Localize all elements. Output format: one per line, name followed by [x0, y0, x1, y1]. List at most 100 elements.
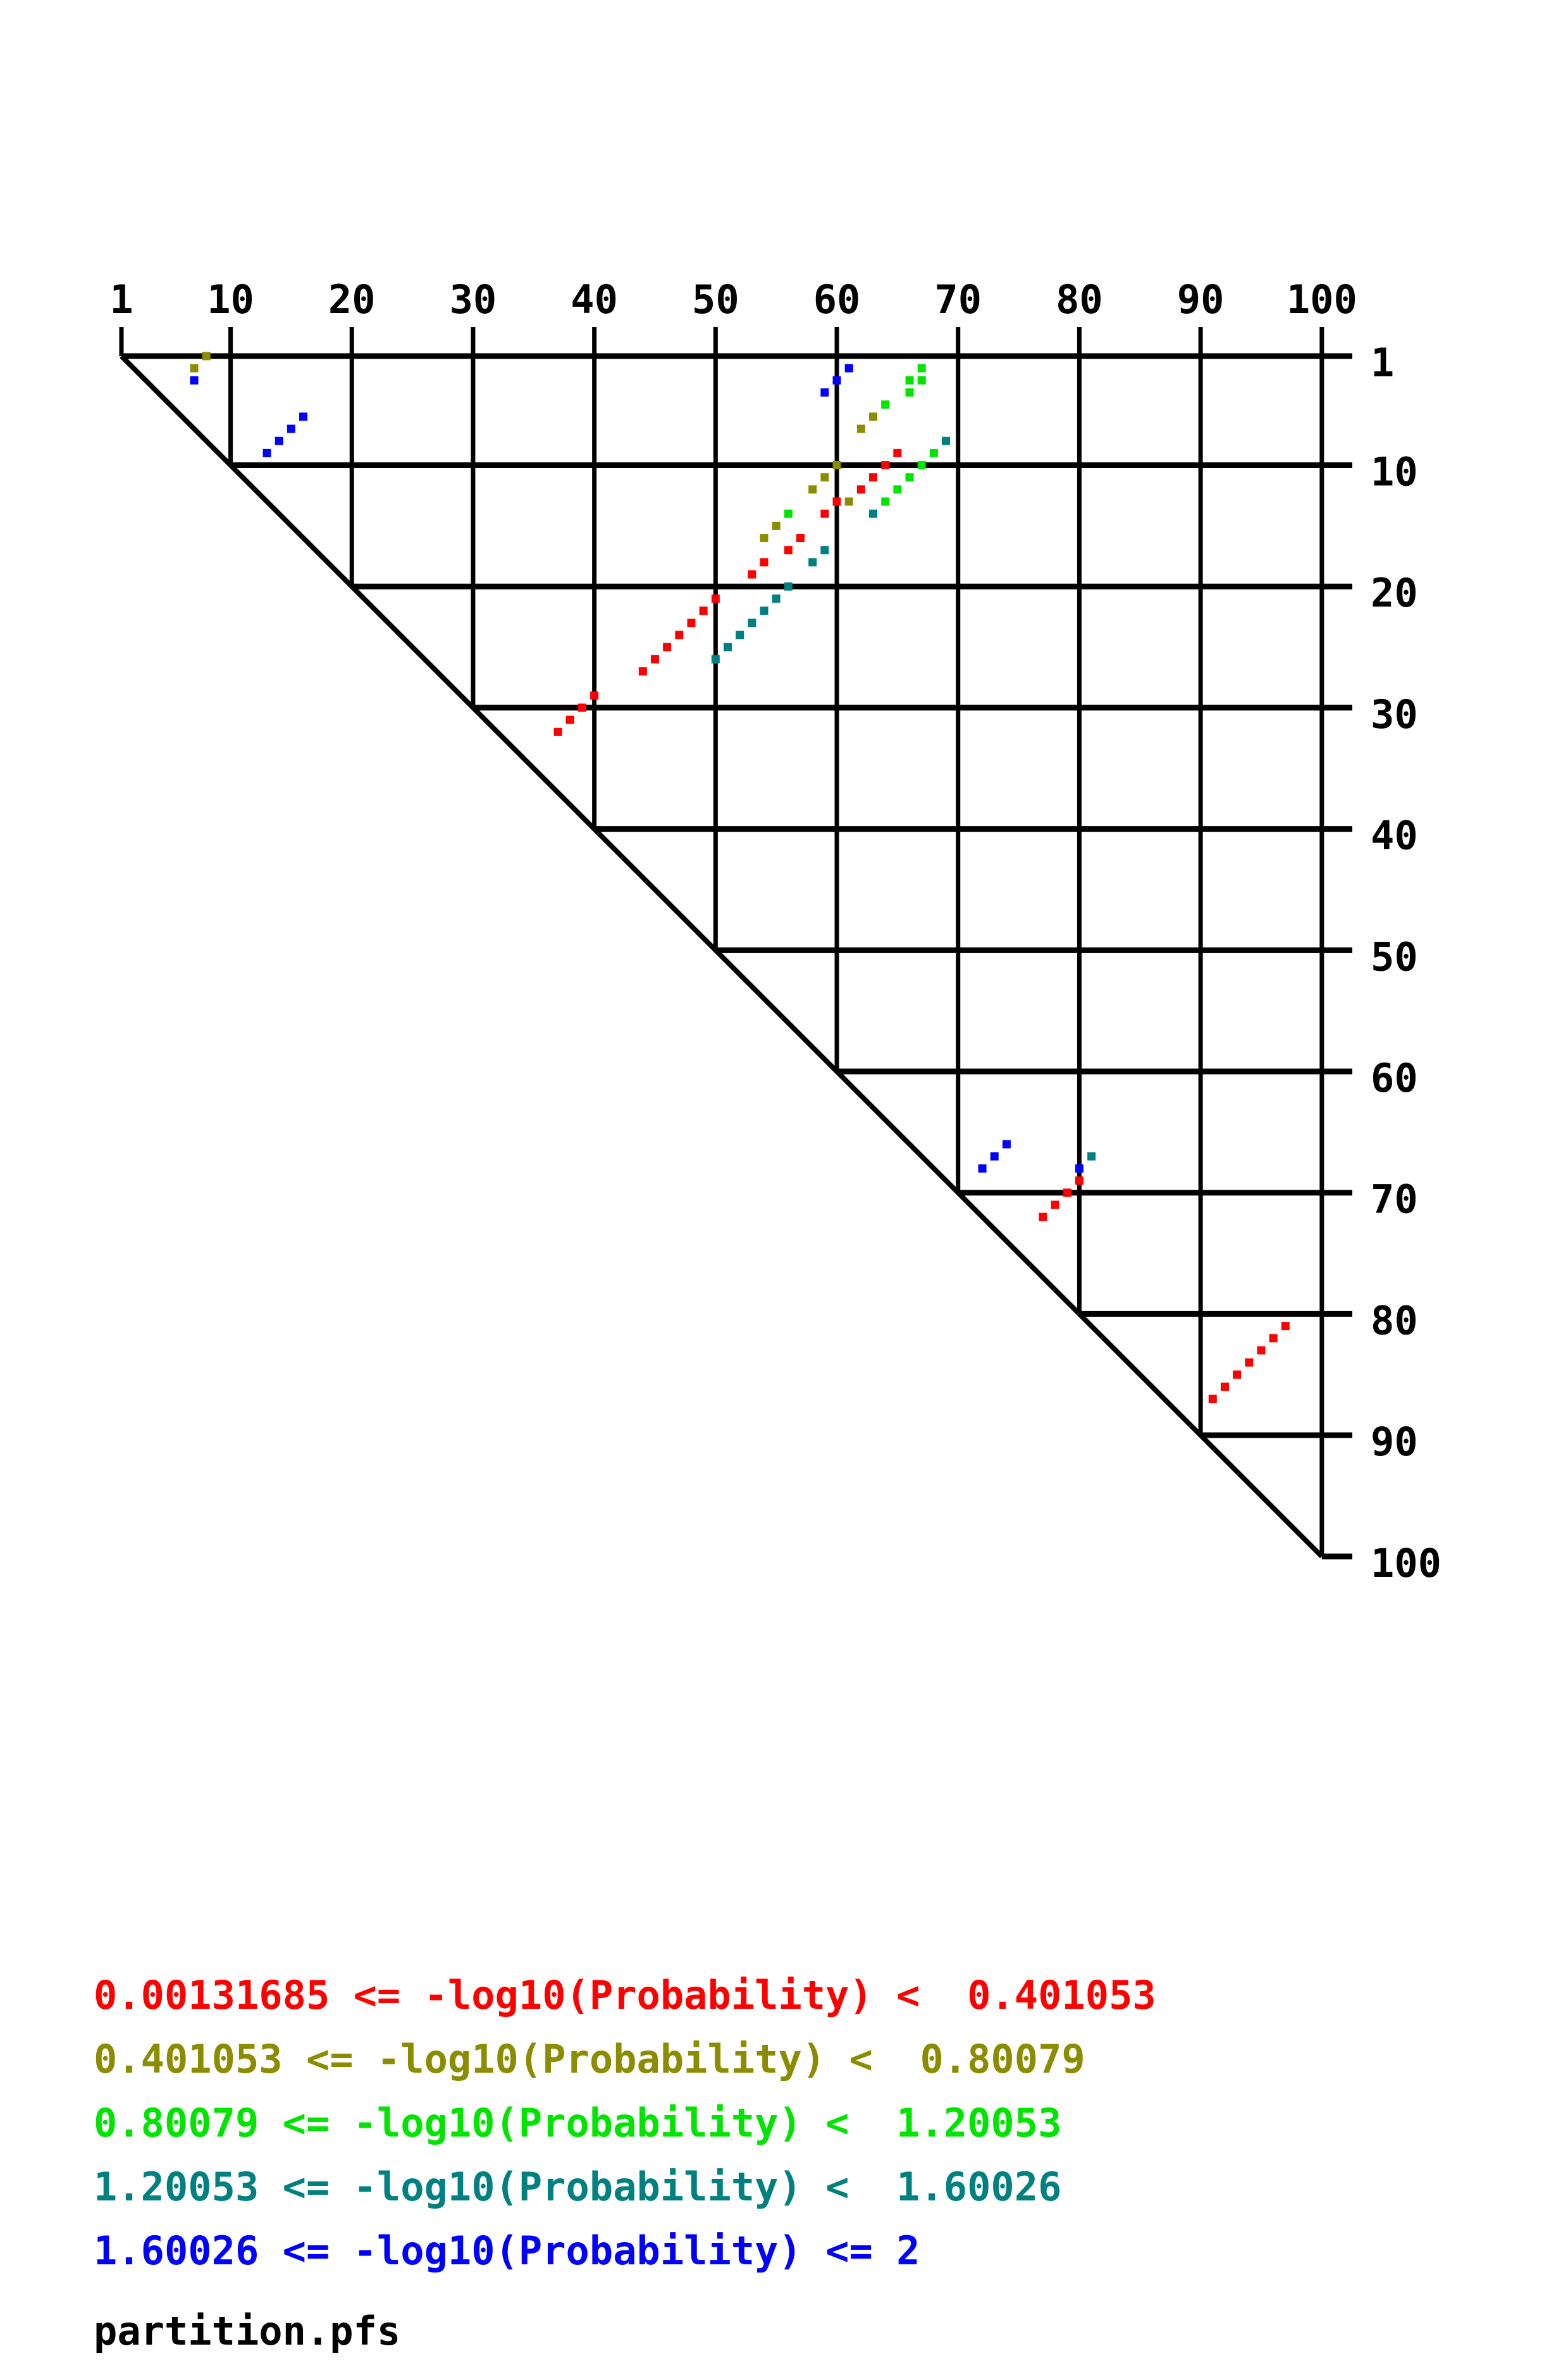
dot-red-80-69: [1075, 1176, 1083, 1185]
dot-red-47-24: [675, 631, 684, 639]
dot-teal-59-17: [820, 546, 829, 555]
x-tick-label-100: 100: [1287, 276, 1357, 323]
x-tick-label-20: 20: [328, 276, 376, 323]
x-axis-labels: 1 10 20 30 40 50 60 70 80 90 100: [109, 276, 1357, 323]
dot-teal-55-21: [772, 594, 781, 603]
dot-olive-62-7: [856, 424, 865, 433]
dot-red-93-85: [1233, 1370, 1242, 1379]
dot-plot: 1 10 20 30 40 50 60 70 80 90 100110203040506070809…: [109, 276, 1441, 1586]
dot-red-62-12: [856, 485, 865, 494]
dot-red-54-18: [760, 558, 769, 567]
y-tick-label-40: 40: [1371, 813, 1418, 859]
x-tick-label-60: 60: [813, 276, 861, 323]
x-tick-label-10: 10: [207, 276, 254, 323]
x-tick-label-40: 40: [571, 276, 618, 323]
dot-green-67-10: [917, 461, 926, 470]
dot-blue-74-66: [1002, 1140, 1011, 1149]
dot-teal-58-18: [808, 558, 817, 567]
dot-red-94-84: [1245, 1358, 1254, 1367]
dot-red-97-81: [1281, 1322, 1290, 1331]
dot-teal-53-23: [748, 619, 756, 627]
dot-red-63-11: [869, 473, 878, 482]
dot-red-40-29: [590, 691, 599, 700]
dot-olive-55-15: [772, 521, 781, 530]
dot-blue-16-6: [299, 412, 308, 421]
dot-red-77-72: [1039, 1212, 1047, 1221]
grid-lines: [119, 327, 1352, 1560]
dot-teal-81-67: [1087, 1152, 1096, 1161]
dot-red-45-26: [650, 655, 659, 663]
dot-olive-60-10: [832, 461, 841, 470]
dot-olive-7-2: [190, 364, 199, 373]
dot-red-59-14: [820, 509, 829, 518]
y-tick-label-1: 1: [1371, 340, 1394, 386]
dot-red-57-16: [796, 534, 805, 543]
y-tick-label-50: 50: [1371, 934, 1418, 980]
y-tick-label-30: 30: [1371, 691, 1418, 737]
dot-green-66-11: [905, 473, 914, 482]
x-tick-label-1: 1: [109, 276, 133, 323]
dot-olive-54-16: [760, 534, 769, 543]
dot-teal-54-22: [760, 607, 769, 615]
dot-red-38-31: [565, 715, 574, 724]
dot-teal-51-25: [724, 643, 732, 651]
dot-teal-56-20: [784, 582, 793, 591]
dot-blue-80-68: [1075, 1164, 1083, 1173]
dot-red-49-22: [699, 607, 708, 615]
dot-red-60-13: [832, 497, 841, 506]
y-tick-label-20: 20: [1371, 570, 1418, 616]
x-tick-label-50: 50: [692, 276, 739, 323]
y-tick-label-60: 60: [1371, 1055, 1418, 1101]
dot-olive-61-13: [844, 497, 853, 506]
dot-red-46-25: [663, 643, 672, 651]
y-tick-label-70: 70: [1371, 1176, 1418, 1223]
dot-green-66-3: [905, 376, 914, 385]
dot-green-67-3: [917, 376, 926, 385]
file-label: partition.pfs: [94, 2308, 401, 2354]
legend-line-teal: 1.20053 <= -log10(Probability) < 1.60026: [94, 2164, 1062, 2210]
dot-blue-7-3: [190, 376, 199, 385]
legend: 0.00131685 <= -log10(Probability) < 0.40…: [94, 1951, 1156, 2375]
dot-teal-50-26: [711, 655, 720, 663]
dot-teal-69-8: [942, 436, 951, 445]
legend-line-red: 0.00131685 <= -log10(Probability) < 0.40…: [94, 1972, 1156, 2018]
dot-red-65-9: [893, 448, 902, 457]
dot-olive-63-6: [869, 412, 878, 421]
x-tick-label-80: 80: [1056, 276, 1103, 323]
y-tick-label-100: 100: [1371, 1540, 1441, 1586]
dot-red-78-71: [1051, 1200, 1059, 1209]
dot-blue-59-4: [820, 388, 829, 397]
dot-blue-73-67: [990, 1152, 999, 1161]
dot-blue-15-7: [287, 424, 295, 433]
x-tick-label-90: 90: [1177, 276, 1225, 323]
x-tick-label-30: 30: [450, 276, 497, 323]
dot-olive-59-11: [820, 473, 829, 482]
y-tick-label-90: 90: [1371, 1419, 1418, 1465]
diagonal-line: [120, 354, 1324, 1558]
dot-red-50-21: [711, 594, 720, 603]
dot-teal-52-24: [736, 631, 744, 639]
probability-dots: [190, 352, 1290, 1403]
dot-green-68-9: [929, 448, 938, 457]
dot-green-56-14: [784, 509, 793, 518]
dot-red-79-70: [1063, 1188, 1071, 1197]
y-axis-labels: 1 10 20 30 40 50 60 70 80 90 100: [1371, 340, 1441, 1586]
dot-green-67-2: [917, 364, 926, 373]
dot-green-65-12: [893, 485, 902, 494]
legend-line-green: 0.80079 <= -log10(Probability) < 1.20053: [94, 2100, 1062, 2146]
dot-red-96-82: [1269, 1334, 1278, 1343]
dot-red-56-17: [784, 546, 793, 555]
x-tick-label-70: 70: [934, 276, 982, 323]
dot-blue-60-3: [832, 376, 841, 385]
dot-red-53-19: [748, 570, 756, 579]
dot-green-64-5: [881, 400, 890, 409]
legend-line-olive: 0.401053 <= -log10(Probability) < 0.8007…: [94, 2036, 1085, 2082]
dot-red-92-86: [1220, 1382, 1229, 1391]
dot-teal-63-14: [869, 509, 878, 518]
y-tick-label-10: 10: [1371, 449, 1418, 495]
dot-green-66-4: [905, 388, 914, 397]
dot-red-37-32: [553, 727, 562, 736]
dot-red-91-87: [1208, 1395, 1217, 1403]
dot-red-44-27: [638, 667, 647, 675]
dot-red-48-23: [687, 619, 696, 627]
